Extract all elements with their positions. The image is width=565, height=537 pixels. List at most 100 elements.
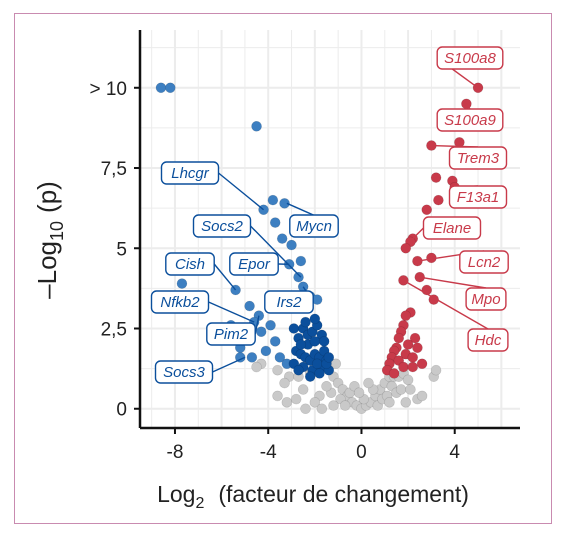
down-point <box>269 336 281 347</box>
down-point <box>260 345 272 357</box>
label-leader <box>208 301 255 323</box>
ns-point <box>281 397 293 408</box>
ns-point <box>290 393 302 405</box>
x-tick-label: -4 <box>260 442 277 463</box>
x-tick-label: 4 <box>449 442 460 463</box>
down_dense-point <box>309 313 321 325</box>
ns-point <box>328 400 339 411</box>
down_dense-point <box>295 339 307 350</box>
ns-point <box>405 384 416 395</box>
down-point <box>255 326 267 338</box>
y-tick-label: > 10 <box>89 79 127 100</box>
gene-label-box <box>289 214 339 238</box>
axes <box>134 30 520 434</box>
tick-labels: -8 -4 0 4 0 2,5 5 7,5 > 10 <box>89 79 460 463</box>
gene-label-box <box>229 252 279 276</box>
down_dense-point <box>323 352 335 363</box>
down-point <box>244 300 255 312</box>
gene-label-text: Trem3 <box>457 150 500 167</box>
label-leader <box>412 227 424 240</box>
gene-label-box <box>459 250 509 274</box>
ns-point <box>272 364 283 376</box>
gene-label-text: Epor <box>238 256 271 273</box>
y-tick-label: 2,5 <box>101 320 127 341</box>
down_dense-point <box>288 323 300 334</box>
y-tick-label: 7,5 <box>101 159 127 180</box>
gene-label-text: Lcn2 <box>468 254 501 271</box>
gene-label-box <box>436 108 504 132</box>
gene-label-text: Cish <box>175 256 205 273</box>
gene-label-box <box>192 214 252 238</box>
down-point <box>155 82 167 94</box>
down-point <box>293 271 304 283</box>
up-point <box>407 361 419 373</box>
x-tick-label: 0 <box>356 442 367 463</box>
x-axis-title: Log2 (facteur de changement) <box>157 481 469 512</box>
down_dense-point <box>300 316 311 328</box>
gene-labels: Lhcgr Socs2 Mycn Epor Cish Irs2 Nfkb2 Pim2 Socs3… <box>150 46 509 384</box>
gene-label-text: S100a9 <box>444 112 496 129</box>
label-leader <box>213 263 237 291</box>
up-point <box>407 352 419 363</box>
ns-point <box>309 397 321 408</box>
gene-label-box <box>422 216 482 240</box>
gene-label-text: Hdc <box>475 332 502 349</box>
gene-label-text: Mycn <box>296 218 332 235</box>
up-point <box>402 339 414 350</box>
ns-point <box>300 403 311 415</box>
ns-point <box>363 377 374 389</box>
ns-point <box>321 380 332 392</box>
gene-label-text: Socs2 <box>201 218 243 235</box>
up-point <box>421 204 433 216</box>
up-point <box>400 310 412 321</box>
up-point <box>416 358 428 370</box>
ns-point <box>353 387 365 398</box>
gene-label-box <box>160 161 220 185</box>
up-point <box>430 172 442 183</box>
down_dense-point <box>309 336 321 347</box>
down_dense-point <box>318 336 330 347</box>
up-point <box>433 194 444 206</box>
ns-point <box>297 384 309 395</box>
gene-label-box <box>154 360 214 384</box>
ns-point <box>402 374 414 386</box>
gene-label-text: Nfkb2 <box>160 294 200 311</box>
down_dense-point <box>311 358 323 370</box>
gene-label-text: F13a1 <box>457 189 500 206</box>
ns-point <box>339 400 351 411</box>
ns-point <box>279 377 290 389</box>
up-point <box>412 342 423 354</box>
gene-label-text: Mpo <box>471 291 500 308</box>
label-leader <box>212 356 246 373</box>
gene-label-box <box>206 322 256 346</box>
label-leader <box>403 279 489 330</box>
label-leader <box>218 172 265 211</box>
ns-point <box>395 384 407 395</box>
y-axis-title-sub: 10 <box>47 221 67 241</box>
down-point <box>267 194 279 206</box>
y-axis-title-rest: (p) <box>32 181 62 213</box>
ns-point <box>251 361 262 373</box>
gene-label-box <box>465 287 507 311</box>
up-point <box>393 332 405 344</box>
gene-label-text: Irs2 <box>276 294 302 311</box>
gene-label-box <box>264 290 314 314</box>
down-point <box>165 82 176 94</box>
gene-label-text: Lhcgr <box>171 165 210 182</box>
gene-label-text: S100a8 <box>444 50 496 67</box>
gene-label-text: Socs3 <box>163 364 205 381</box>
down-point <box>295 255 307 267</box>
y-tick-label: 0 <box>116 400 127 421</box>
gene-label-text: Elane <box>433 220 471 237</box>
up-point <box>400 242 412 254</box>
down-point <box>274 352 286 363</box>
down-point <box>286 239 297 251</box>
gene-label-text: Pim2 <box>214 326 249 343</box>
gene-label-box <box>448 146 508 170</box>
ns-point <box>384 397 395 408</box>
y-axis-title-prefix: –Log <box>32 241 62 299</box>
down_dense-point <box>304 371 316 382</box>
x-axis-title-sub: 2 <box>195 495 204 512</box>
x-axis-title-base: Log <box>157 481 195 507</box>
